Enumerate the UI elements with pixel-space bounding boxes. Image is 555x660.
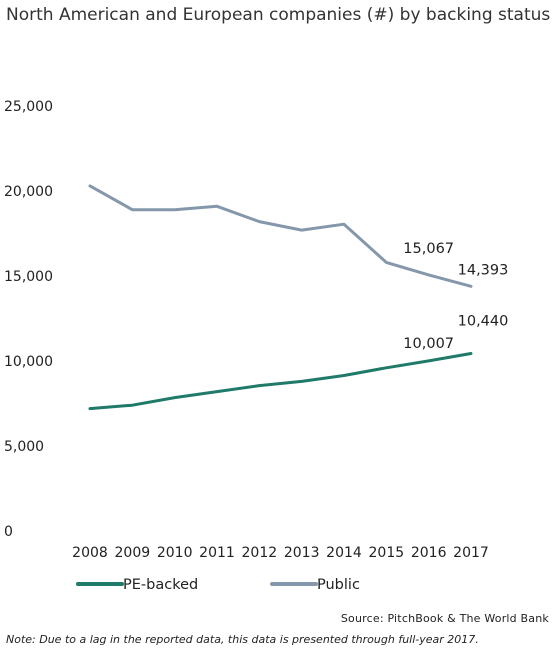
data-label: 10,440: [458, 314, 509, 330]
x-tick-label: 2017: [453, 545, 489, 561]
x-tick-label: 2016: [411, 545, 447, 561]
x-tick-label: 2015: [369, 545, 405, 561]
chart-title: North American and European companies (#…: [6, 5, 551, 25]
series-line-1: [88, 184, 473, 288]
y-tick-label: 20,000: [4, 184, 53, 200]
y-tick-label: 10,000: [4, 354, 53, 370]
data-label: 10,007: [403, 336, 454, 352]
series-lines: [88, 184, 473, 411]
x-tick-label: 2009: [115, 545, 151, 561]
y-tick-label: 5,000: [4, 439, 44, 455]
x-tick-label: 2010: [157, 545, 193, 561]
x-tick-label: 2008: [72, 545, 108, 561]
legend: PE-backed Public: [76, 577, 360, 593]
x-tick-label: 2012: [242, 545, 278, 561]
y-tick-label: 15,000: [4, 269, 53, 285]
x-tick-label: 2011: [199, 545, 235, 561]
source-note: Source: PitchBook & The World Bank: [340, 612, 549, 625]
data-label: 14,393: [458, 262, 509, 278]
x-tick-label: 2013: [284, 545, 320, 561]
y-tick-label: 0: [4, 524, 13, 540]
footnote: Note: Due to a lag in the reported data,…: [6, 633, 479, 646]
legend-label: Public: [317, 577, 360, 593]
y-tick-label: 25,000: [4, 99, 53, 115]
data-label: 15,067: [403, 241, 454, 257]
y-axis: 0 5,000 10,000 15,000 20,000 25,000: [4, 99, 53, 540]
x-axis: 2008 2009 2010 2011 2012 2013 2014 2015 2016 2017: [72, 545, 489, 561]
series-line-0: [88, 352, 473, 411]
legend-label: PE-backed: [123, 577, 198, 593]
x-tick-label: 2014: [326, 545, 362, 561]
